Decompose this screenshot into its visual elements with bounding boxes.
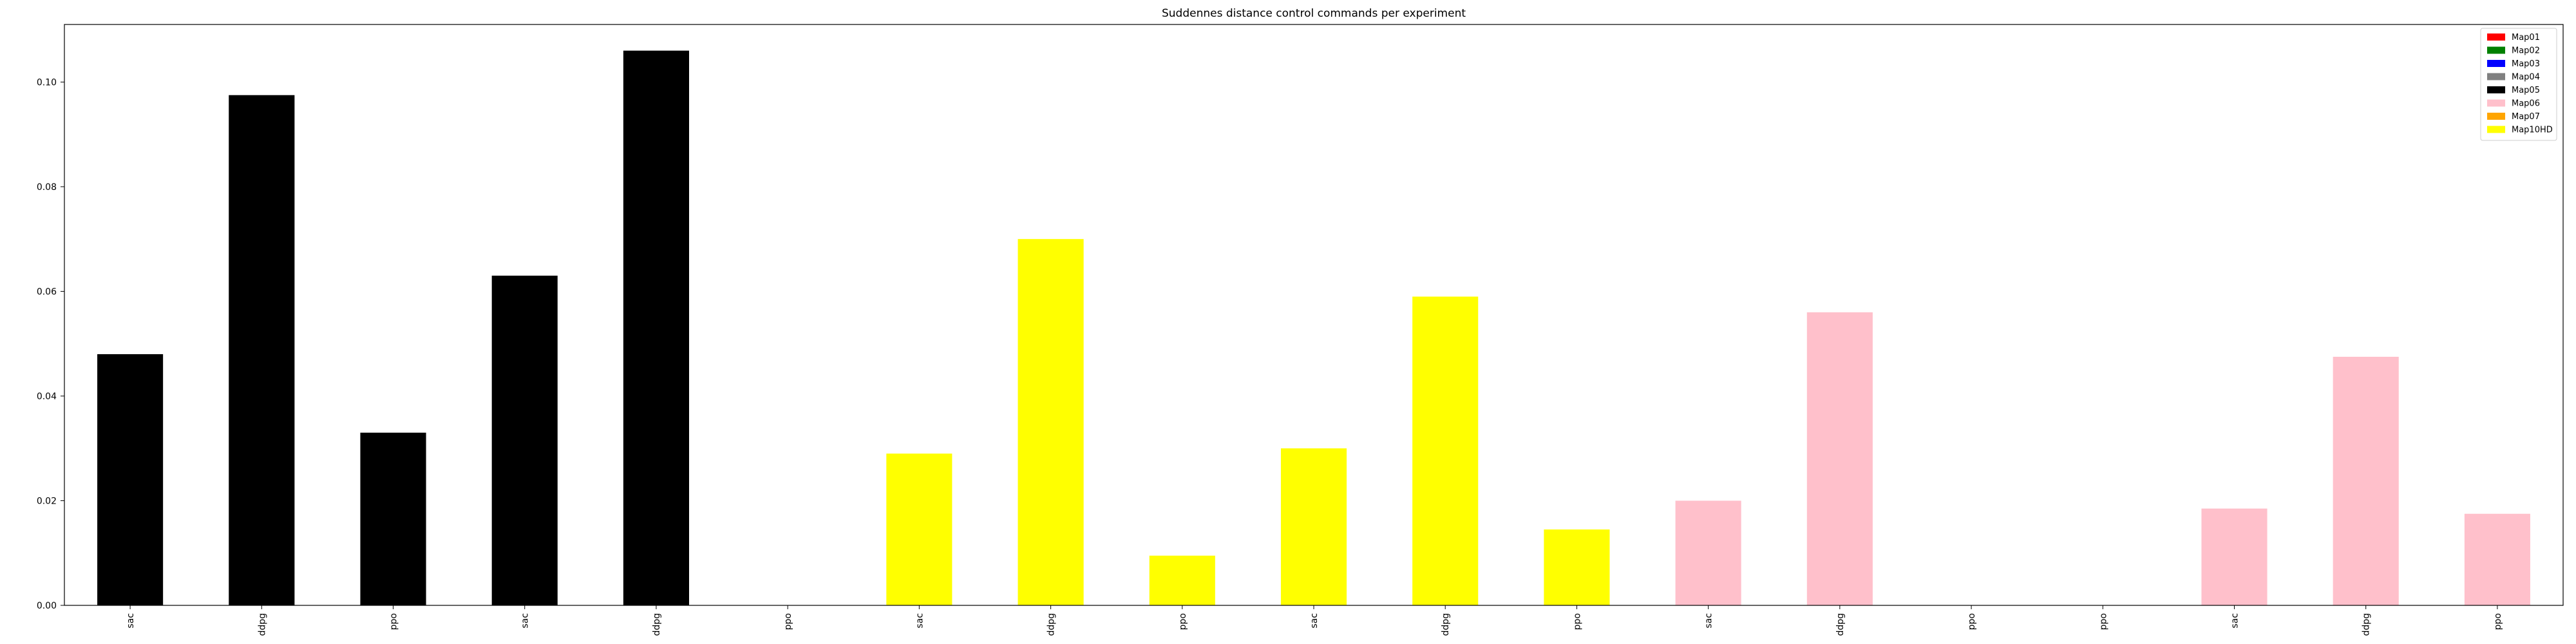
x-tick-label: ppo [1967, 613, 1977, 630]
x-axis: sac ddpg ppo sac ddpg ppo sac ddpg ppo sac ddpg ppo… [126, 605, 2503, 636]
legend-swatch [2487, 73, 2505, 80]
y-tick-label: 0.08 [37, 182, 57, 193]
bar [1412, 296, 1479, 605]
legend-label: Map06 [2512, 99, 2540, 109]
legend-swatch [2487, 99, 2505, 107]
x-tick-label: ppo [783, 613, 793, 630]
x-tick-label: ppo [2493, 613, 2503, 630]
bar [491, 276, 558, 605]
legend-label: Map03 [2512, 59, 2540, 69]
y-tick-label: 0.00 [37, 601, 57, 611]
x-tick-label: ppo [1572, 613, 1582, 630]
bars-layer [97, 50, 2530, 606]
legend: Map01 Map02 Map03 Map04 Map05 Map06 Map07 Map10… [2480, 28, 2557, 141]
x-tick-label: ddpg [1441, 613, 1451, 636]
x-tick-label: ddpg [1835, 613, 1846, 636]
bar [97, 354, 164, 605]
y-tick-label: 0.10 [37, 77, 57, 88]
bar [1018, 239, 1084, 606]
bar [886, 453, 952, 605]
x-tick-label: sac [126, 613, 136, 629]
bar [2333, 357, 2399, 605]
legend-label: Map07 [2512, 112, 2540, 122]
legend-label: Map10HD [2512, 126, 2553, 135]
x-tick-label: ppo [2098, 613, 2108, 630]
legend-swatch [2487, 86, 2505, 93]
x-tick-label: sac [2230, 613, 2240, 629]
bar [229, 95, 295, 605]
bar [623, 50, 689, 606]
legend-swatch [2487, 126, 2505, 133]
bar [360, 432, 426, 605]
bar [1149, 555, 1215, 605]
y-tick-label: 0.04 [37, 392, 57, 402]
legend-swatch [2487, 46, 2505, 54]
x-tick-label: ddpg [652, 613, 662, 636]
x-tick-label: sac [1309, 613, 1320, 629]
x-tick-label: ddpg [257, 613, 267, 636]
legend-label: Map02 [2512, 46, 2540, 56]
x-tick-label: ddpg [2362, 613, 2372, 636]
y-tick-label: 0.02 [37, 496, 57, 506]
bar [1806, 312, 1873, 605]
legend-swatch [2487, 113, 2505, 120]
y-tick-label: 0.06 [37, 287, 57, 297]
chart-title: Suddennes distance control commands per … [1162, 7, 1466, 20]
bar [1544, 529, 1610, 605]
legend-swatch [2487, 33, 2505, 41]
x-tick-label: sac [914, 613, 925, 629]
bar [2201, 508, 2268, 605]
x-tick-label: ppo [1178, 613, 1188, 630]
legend-label: Map05 [2512, 86, 2540, 95]
x-tick-label: sac [1704, 613, 1714, 629]
y-axis: 0.00 0.02 0.04 0.06 0.08 0.10 [37, 77, 64, 611]
bar [2464, 513, 2530, 605]
x-tick-label: sac [520, 613, 531, 629]
x-tick-label: ppo [389, 613, 399, 630]
bar [1280, 448, 1347, 605]
legend-swatch [2487, 60, 2505, 67]
legend-label: Map04 [2512, 73, 2540, 82]
x-tick-label: ddpg [1046, 613, 1057, 636]
bar [1675, 500, 1741, 605]
legend-box [2480, 28, 2557, 141]
plot-area-frame [64, 24, 2564, 606]
legend-label: Map01 [2512, 33, 2540, 43]
